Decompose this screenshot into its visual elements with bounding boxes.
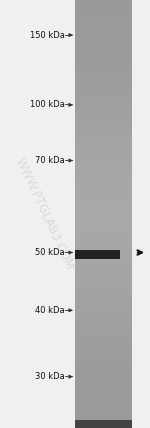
- Text: 150 kDa–: 150 kDa–: [30, 30, 69, 40]
- Bar: [75, 420, 132, 428]
- Text: 100 kDa–: 100 kDa–: [30, 100, 69, 110]
- Text: 30 kDa–: 30 kDa–: [35, 372, 69, 381]
- Text: 50 kDa–: 50 kDa–: [35, 248, 69, 257]
- Text: WWW.PTGLAB3.COM: WWW.PTGLAB3.COM: [13, 156, 77, 272]
- Text: 70 kDa–: 70 kDa–: [35, 156, 69, 165]
- Bar: [75, 250, 120, 259]
- Text: 40 kDa–: 40 kDa–: [35, 306, 69, 315]
